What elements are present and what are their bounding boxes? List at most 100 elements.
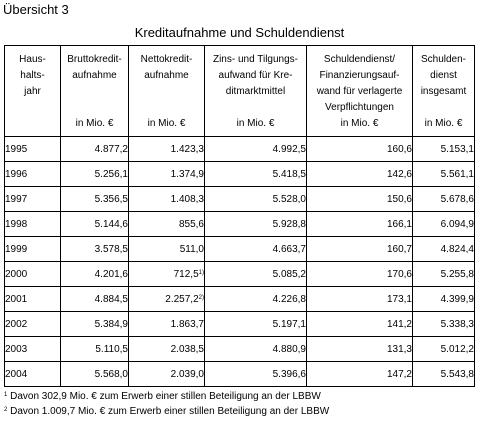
header-line: ditmarktmittel bbox=[225, 86, 286, 97]
cell-brutto: 5.110,5 bbox=[60, 336, 129, 362]
cell-zins-value: 5.528,0 bbox=[272, 193, 306, 205]
cell-schuldendienst-value: 150,6 bbox=[386, 193, 412, 205]
cell-year-value: 2001 bbox=[5, 293, 28, 305]
table-row: 2004 5.568,0 2.039,0 5.396,6 147,2 5.543,8 bbox=[4, 361, 475, 387]
cell-schuldendienst: 141,2 bbox=[306, 311, 413, 337]
cell-brutto: 4.201,6 bbox=[60, 261, 129, 287]
cell-gesamt-value: 5.543,8 bbox=[440, 368, 474, 380]
footnote-ref: 1) bbox=[198, 269, 204, 276]
header-line: jahr bbox=[24, 86, 41, 97]
cell-year: 2002 bbox=[4, 311, 61, 337]
cell-brutto-value: 5.384,9 bbox=[94, 318, 128, 330]
header-line: aufwand für Kre- bbox=[218, 70, 293, 81]
cell-netto: 855,6 bbox=[128, 211, 205, 237]
header-unit: in Mio. € bbox=[340, 118, 379, 129]
cell-netto: 1.374,9 bbox=[128, 161, 205, 187]
cell-netto-value: 1.423,3 bbox=[170, 143, 204, 155]
cell-schuldendienst: 160,6 bbox=[306, 136, 413, 162]
cell-zins-value: 5.197,1 bbox=[272, 318, 306, 330]
footnote-ref: 2) bbox=[198, 294, 204, 301]
cell-zins-value: 4.880,9 bbox=[272, 343, 306, 355]
table-row: 1997 5.356,5 1.408,3 5.528,0 150,6 5.678,6 bbox=[4, 186, 475, 212]
cell-brutto-value: 5.356,5 bbox=[94, 193, 128, 205]
overview-label: Übersicht 3 bbox=[3, 2, 69, 17]
cell-netto: 2.257,22) bbox=[128, 286, 205, 312]
cell-year: 1999 bbox=[4, 236, 61, 262]
header-gesamt: Schulden- dienst insgesamt in Mio. € bbox=[412, 45, 475, 137]
cell-year-value: 2002 bbox=[5, 318, 28, 330]
cell-year-value: 1997 bbox=[5, 193, 28, 205]
footnote-text: Davon 302,9 Mio. € zum Erwerb einer stil… bbox=[10, 391, 321, 402]
cell-year: 1998 bbox=[4, 211, 61, 237]
table-row: 1996 5.256,1 1.374,9 5.418,5 142,6 5.561,1 bbox=[4, 161, 475, 187]
cell-netto: 511,0 bbox=[128, 236, 205, 262]
cell-gesamt-value: 5.678,6 bbox=[440, 193, 474, 205]
cell-netto: 712,51) bbox=[128, 261, 205, 287]
cell-zins-value: 5.418,5 bbox=[272, 168, 306, 180]
cell-zins-value: 4.663,7 bbox=[272, 243, 306, 255]
cell-zins: 4.226,8 bbox=[204, 286, 307, 312]
header-line: aufnahme bbox=[144, 70, 189, 81]
cell-gesamt: 5.338,3 bbox=[412, 311, 475, 337]
cell-year-value: 2003 bbox=[5, 343, 28, 355]
cell-schuldendienst: 150,6 bbox=[306, 186, 413, 212]
cell-brutto: 5.568,0 bbox=[60, 361, 129, 387]
cell-schuldendienst-value: 142,6 bbox=[386, 168, 412, 180]
cell-zins-value: 4.226,8 bbox=[272, 293, 306, 305]
cell-schuldendienst-value: 141,2 bbox=[386, 318, 412, 330]
cell-gesamt-value: 5.255,8 bbox=[440, 268, 474, 280]
cell-zins: 4.663,7 bbox=[204, 236, 307, 262]
cell-netto-value: 511,0 bbox=[179, 243, 204, 255]
cell-gesamt-value: 4.824,4 bbox=[440, 243, 474, 255]
header-line: wand für verlagerte bbox=[316, 86, 403, 97]
header-line: dienst bbox=[430, 70, 457, 81]
cell-zins-value: 5.396,6 bbox=[272, 368, 306, 380]
header-line: Verpflichtungen bbox=[325, 102, 394, 113]
cell-netto: 1.408,3 bbox=[128, 186, 205, 212]
cell-netto: 2.038,5 bbox=[128, 336, 205, 362]
table-row: 1999 3.578,5 511,0 4.663,7 160,7 4.824,4 bbox=[4, 236, 475, 262]
cell-gesamt-value: 5.561,1 bbox=[440, 168, 474, 180]
cell-netto: 1.863,7 bbox=[128, 311, 205, 337]
cell-gesamt: 4.824,4 bbox=[412, 236, 475, 262]
header-line: halts- bbox=[20, 70, 45, 81]
cell-schuldendienst-value: 166,1 bbox=[386, 218, 412, 230]
footnote-mark: 1 bbox=[4, 392, 8, 398]
cell-netto: 1.423,3 bbox=[128, 136, 205, 162]
debt-table: Haus- halts- jahr Bruttokredit- aufnahme… bbox=[4, 45, 475, 387]
cell-brutto-value: 3.578,5 bbox=[94, 243, 128, 255]
cell-brutto: 4.877,2 bbox=[60, 136, 129, 162]
cell-brutto-value: 5.256,1 bbox=[94, 168, 128, 180]
cell-netto-value: 1.408,3 bbox=[170, 193, 204, 205]
cell-brutto-value: 5.110,5 bbox=[95, 343, 128, 355]
footnote-text: Davon 1.009,7 Mio. € zum Erwerb einer st… bbox=[10, 406, 330, 417]
header-row: Haus- halts- jahr Bruttokredit- aufnahme… bbox=[4, 45, 475, 137]
cell-year-value: 1999 bbox=[5, 243, 28, 255]
cell-schuldendienst-value: 147,2 bbox=[386, 368, 412, 380]
cell-zins: 5.085,2 bbox=[204, 261, 307, 287]
cell-year: 1997 bbox=[4, 186, 61, 212]
cell-year: 2000 bbox=[4, 261, 61, 287]
table-body: 1995 4.877,2 1.423,3 4.992,5 160,6 5.153,1 199… bbox=[4, 136, 475, 387]
cell-zins: 5.928,8 bbox=[204, 211, 307, 237]
header-line: Zins- und Tilgungs- bbox=[212, 54, 299, 65]
cell-year: 2003 bbox=[4, 336, 61, 362]
header-line: aufnahme bbox=[72, 70, 117, 81]
header-netto: Nettokredit- aufnahme in Mio. € bbox=[128, 45, 205, 137]
cell-netto-value: 2.257,2 bbox=[165, 293, 199, 305]
cell-brutto: 5.384,9 bbox=[60, 311, 129, 337]
cell-brutto: 5.356,5 bbox=[60, 186, 129, 212]
cell-schuldendienst-value: 160,6 bbox=[386, 143, 412, 155]
cell-year: 2004 bbox=[4, 361, 61, 387]
cell-brutto: 3.578,5 bbox=[60, 236, 129, 262]
cell-netto: 2.039,0 bbox=[128, 361, 205, 387]
cell-gesamt-value: 5.153,1 bbox=[440, 143, 474, 155]
cell-gesamt-value: 5.012,2 bbox=[440, 343, 474, 355]
header-year: Haus- halts- jahr bbox=[4, 45, 61, 137]
cell-schuldendienst: 131,3 bbox=[306, 336, 413, 362]
cell-brutto-value: 5.568,0 bbox=[94, 368, 128, 380]
cell-netto-value: 712,5 bbox=[173, 268, 199, 280]
cell-schuldendienst-value: 131,3 bbox=[386, 343, 412, 355]
cell-netto-value: 1.863,7 bbox=[170, 318, 204, 330]
cell-brutto-value: 4.884,5 bbox=[94, 293, 128, 305]
